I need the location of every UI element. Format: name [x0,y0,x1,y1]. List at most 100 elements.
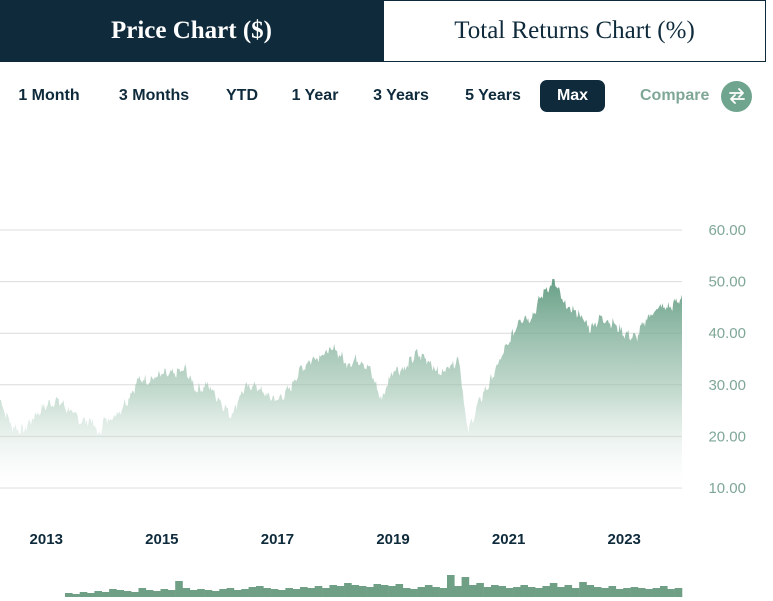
volume-bar [329,585,337,597]
volume-bar [505,588,514,597]
y-tick-label: 50.00 [708,274,746,291]
volume-bar [72,594,80,597]
tab-price-chart[interactable]: Price Chart ($) [0,0,383,62]
y-tick-label: 10.00 [708,480,746,497]
volume-bar [579,582,587,597]
volume-bar [314,586,323,597]
volume-bar [571,588,580,597]
volume-bar [564,585,573,597]
volume-bar [549,583,558,597]
x-tick-label: 2023 [608,531,641,548]
volume-bar [94,591,102,597]
volume-bar [131,592,139,597]
volume-bar [402,588,411,597]
volume-bar [417,587,426,597]
y-tick-label: 30.00 [708,377,746,394]
volume-bar [586,585,595,597]
volume-bar [637,588,646,597]
x-tick-label: 2021 [492,531,525,548]
volume-bar [278,590,286,597]
x-axis: 2013 2015 2017 2019 2021 2023 [30,531,641,548]
chart-type-tabs: Price Chart ($) Total Returns Chart (%) [0,0,766,62]
volume-bar [344,583,352,597]
volume-bar [615,589,624,597]
volume-bar [270,589,279,597]
volume-bar [469,585,477,597]
volume-bar [535,588,543,597]
x-tick-label: 2015 [145,531,178,548]
volume-bar [116,590,124,597]
volume-bar [145,590,154,597]
volume-bar [285,588,293,597]
volume-bar [498,586,506,597]
volume-bar [204,590,213,597]
compare-label: Compare [640,87,710,104]
volume-bar [667,589,675,597]
volume-bar [660,586,668,597]
range-button-1-year[interactable]: 1 Year [291,87,339,104]
volume-bars [65,575,683,597]
volume-bar [513,587,521,597]
compare-button[interactable]: Compare [640,80,753,112]
volume-bar [300,587,308,597]
volume-bar [101,592,110,597]
volume-bar [388,586,396,597]
range-button-3-months[interactable]: 3 Months [118,87,190,104]
y-axis: 60.00 50.00 40.00 30.00 20.00 10.00 [708,222,746,497]
volume-bar [674,588,683,597]
range-button-1-month[interactable]: 1 Month [18,87,80,104]
range-button-5-years[interactable]: 5 Years [465,87,521,104]
volume-bar [454,586,462,597]
tab-total-returns-chart[interactable]: Total Returns Chart (%) [383,0,766,62]
volume-bar [623,588,631,597]
volume-bar [410,589,418,597]
range-button-3-years[interactable]: 3 Years [373,87,429,104]
volume-bar [593,587,602,597]
volume-bar [307,588,315,597]
volume-bar [373,584,382,597]
volume-bar [322,588,330,597]
volume-bar [351,585,360,597]
range-button-max[interactable]: Max [540,80,605,112]
volume-bar [87,593,95,597]
volume-bar [197,589,205,597]
x-tick-label: 2013 [30,531,63,548]
volume-bar [336,586,345,597]
x-tick-label: 2019 [376,531,409,548]
volume-bar [182,588,191,597]
volume-bar [645,589,653,597]
time-range-selector: 1 Month 3 Months YTD 1 Year 3 Years 5 Ye… [0,80,773,112]
volume-bar [167,590,176,597]
volume-bar [476,583,484,597]
volume-bar [233,590,242,597]
volume-bar [175,581,183,597]
volume-bar [527,587,536,597]
volume-bar [153,591,161,597]
volume-bar [439,588,448,597]
volume-bar [248,587,257,597]
price-series-area [0,278,682,488]
volume-bar [424,585,433,597]
volume-bar [219,589,227,597]
volume-bar [241,589,249,597]
y-tick-label: 40.00 [708,325,746,342]
volume-bar [123,591,132,597]
volume-bar [432,587,440,597]
swap-arrows-icon [721,80,753,112]
volume-bar [138,588,147,597]
volume-bar [211,591,220,597]
volume-bar [447,575,455,597]
volume-bar [483,587,492,597]
volume-bar [79,592,88,597]
volume-bar [189,590,198,597]
volume-bar [520,585,528,597]
y-tick-label: 20.00 [708,428,746,445]
range-button-ytd[interactable]: YTD [226,87,258,104]
volume-bar [109,589,117,597]
volume-bar [366,587,374,597]
volume-bar [652,588,661,597]
volume-bar [358,586,367,597]
volume-bar [226,588,235,597]
price-area [0,278,682,488]
volume-bar [601,588,609,597]
